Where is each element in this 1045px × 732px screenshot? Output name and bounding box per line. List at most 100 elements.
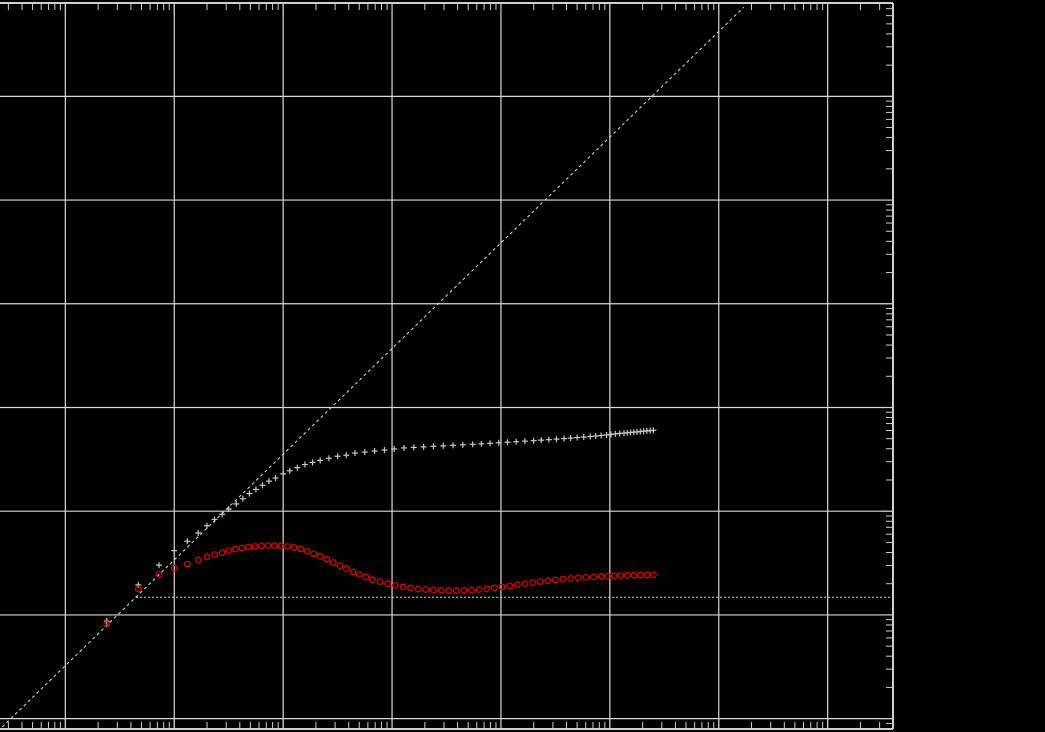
data-point-circle: [506, 582, 514, 590]
data-point-circle: [610, 572, 618, 580]
data-point-circle: [498, 583, 506, 591]
data-point-plus: [410, 444, 417, 451]
data-point-plus: [478, 440, 485, 447]
data-point-plus: [371, 448, 378, 455]
data-point-circle: [521, 580, 529, 588]
data-point-plus: [246, 490, 253, 497]
data-point-plus: [252, 486, 259, 493]
data-point-circle: [384, 580, 392, 588]
data-point-circle: [513, 581, 521, 589]
data-point-plus: [381, 447, 388, 454]
data-point-circle: [203, 553, 211, 561]
data-point-plus: [286, 467, 293, 474]
data-point-circle: [650, 571, 657, 579]
data-point-circle: [623, 571, 631, 579]
data-point-plus: [495, 439, 502, 446]
plot-background: [0, 3, 893, 729]
reference-diagonal-line: [1, 6, 745, 728]
data-point-plus: [280, 470, 287, 477]
data-point-plus: [272, 475, 279, 482]
data-point-plus: [135, 581, 142, 588]
data-point-plus: [592, 433, 599, 440]
data-point-plus: [598, 432, 605, 439]
data-point-plus: [343, 452, 350, 459]
data-point-circle: [183, 560, 191, 568]
data-point-plus: [487, 440, 494, 447]
data-point-plus: [239, 495, 246, 502]
data-point-plus: [538, 437, 545, 444]
data-point-plus: [171, 547, 178, 554]
data-point-circle: [376, 578, 384, 586]
data-point-circle: [630, 571, 638, 579]
data-point-circle: [544, 577, 552, 585]
data-point-circle: [369, 576, 376, 584]
data-point-plus: [580, 434, 587, 441]
data-point-circle: [529, 579, 536, 587]
data-point-circle: [460, 586, 468, 594]
data-point-circle: [231, 545, 239, 553]
data-point-circle: [430, 586, 437, 594]
data-point-plus: [317, 457, 324, 464]
data-point-plus: [155, 562, 162, 569]
data-point-circle: [468, 586, 475, 594]
data-point-circle: [559, 575, 567, 583]
data-point-plus: [587, 433, 594, 440]
data-point-circle: [391, 581, 399, 589]
data-point-circle: [536, 578, 544, 586]
data-point-plus: [203, 522, 210, 529]
data-point-circle: [211, 551, 218, 559]
data-point-circle: [349, 568, 357, 576]
data-point-circle: [491, 584, 498, 592]
data-point-circle: [170, 564, 178, 572]
data-point-circle: [399, 583, 407, 591]
data-point-circle: [597, 573, 605, 580]
data-point-circle: [422, 586, 430, 593]
data-point-circle: [257, 542, 265, 550]
data-point-circle: [483, 585, 491, 593]
data-point-circle: [244, 543, 252, 551]
data-point-plus: [184, 538, 191, 545]
data-point-circle: [134, 585, 142, 593]
data-point-plus: [513, 438, 520, 445]
data-point-circle: [590, 573, 597, 581]
data-point-plus: [195, 529, 202, 536]
data-point-circle: [437, 586, 445, 594]
data-point-plus: [440, 442, 447, 449]
data-point-plus: [545, 436, 552, 443]
data-point-plus: [401, 444, 408, 451]
data-point-plus: [225, 506, 232, 513]
data-point-circle: [103, 620, 111, 628]
data-point-circle: [574, 574, 582, 582]
data-point-plus: [430, 443, 437, 450]
data-point-circle: [251, 543, 259, 550]
data-point-plus: [259, 482, 266, 489]
data-point-circle: [336, 562, 344, 570]
data-point-plus: [265, 478, 272, 485]
data-point-circle: [297, 545, 304, 553]
data-point-plus: [301, 461, 308, 468]
data-point-circle: [567, 575, 575, 582]
data-point-circle: [194, 556, 202, 564]
data-point-circle: [264, 542, 272, 550]
data-point-plus: [334, 453, 341, 460]
data-point-circle: [238, 544, 246, 552]
data-point-circle: [218, 549, 226, 557]
data-point-plus: [553, 436, 560, 443]
data-point-circle: [303, 547, 311, 555]
data-point-plus: [219, 511, 226, 518]
data-point-circle: [355, 571, 363, 578]
data-point-plus: [450, 442, 457, 449]
data-point-plus: [352, 450, 359, 457]
data-point-plus: [294, 464, 301, 471]
data-point-plus: [561, 435, 568, 442]
data-point-circle: [329, 559, 337, 566]
data-point-plus: [361, 449, 368, 456]
data-point-circle: [342, 565, 350, 573]
data-point-circle: [445, 587, 453, 594]
data-point-plus: [420, 443, 427, 450]
data-point-circle: [552, 576, 559, 584]
data-point-plus: [530, 437, 537, 444]
data-point-circle: [604, 572, 612, 580]
data-point-circle: [323, 556, 331, 563]
